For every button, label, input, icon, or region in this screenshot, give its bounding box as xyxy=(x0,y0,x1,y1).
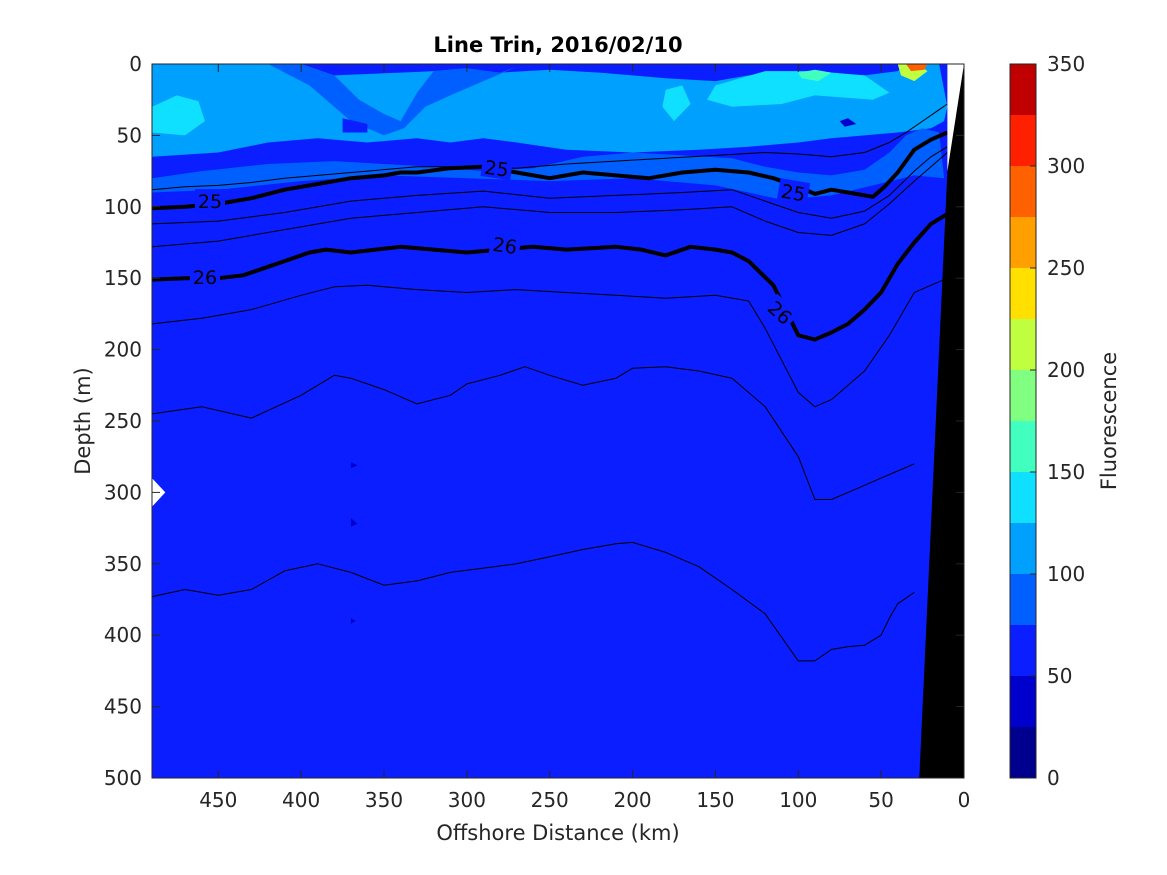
x-tick-label: 150 xyxy=(696,788,734,812)
colorbar-tick-label: 250 xyxy=(1047,256,1085,280)
x-axis-label: Offshore Distance (km) xyxy=(436,821,679,845)
contour-fill-patch xyxy=(707,71,890,107)
contour-fill-patch xyxy=(350,462,358,469)
y-tick-label: 300 xyxy=(104,480,142,504)
contour-label-group: 26 xyxy=(190,264,220,289)
isopycnal-line xyxy=(152,103,948,191)
contour-label: 25 xyxy=(198,191,222,213)
bathymetry-shelf xyxy=(919,64,964,778)
contour-label-group: 25 xyxy=(480,154,514,182)
colorbar-segment xyxy=(1010,268,1036,319)
isopycnal-line xyxy=(152,146,948,225)
colorbar-segment xyxy=(1010,370,1036,421)
y-tick-label: 500 xyxy=(104,766,142,790)
colorbar-segment xyxy=(1010,64,1036,115)
x-tick-label: 350 xyxy=(365,788,403,812)
colorbar: 0 50 100 150 200 250 300 350 xyxy=(1009,52,1085,790)
colorbar-tick-label: 50 xyxy=(1047,664,1072,688)
x-tick-label: 100 xyxy=(779,788,817,812)
isopycnal-line xyxy=(152,366,915,500)
contour-label-gap xyxy=(190,264,220,287)
x-tick-label: 300 xyxy=(448,788,486,812)
contour-fill-patch xyxy=(152,95,205,136)
colorbar-segment xyxy=(1010,676,1036,727)
colorbar-tick-label: 300 xyxy=(1047,154,1085,178)
colorbar-segment xyxy=(1010,166,1036,217)
isopycnal-line xyxy=(152,277,948,408)
colorbar-tick-label: 100 xyxy=(1047,562,1085,586)
contour-fill-patch xyxy=(906,64,928,72)
isopycnal-line xyxy=(152,541,915,662)
contour-label: 25 xyxy=(779,181,807,207)
contour-label: 25 xyxy=(483,157,510,182)
contour-fill-patch xyxy=(268,64,517,136)
contour-label-gap xyxy=(776,178,811,205)
contour-fill-patch xyxy=(342,118,368,133)
y-tick-label: 150 xyxy=(104,266,142,290)
colorbar-segment xyxy=(1010,574,1036,625)
contour-label: 26 xyxy=(193,267,217,289)
contour-label-group: 26 xyxy=(488,231,522,259)
y-tick-label: 450 xyxy=(104,695,142,719)
contour-fill-patch xyxy=(152,128,945,200)
colorbar-segment xyxy=(1010,319,1036,370)
contour-label-group: 25 xyxy=(776,178,811,207)
y-tick-label: 200 xyxy=(104,338,142,362)
colorbar-segment xyxy=(1010,523,1036,574)
contour-fill-patch xyxy=(839,118,857,127)
isopycnal-line-bold xyxy=(152,212,949,342)
x-tick-label: 450 xyxy=(199,788,237,812)
contour-label-group: 25 xyxy=(195,189,225,213)
y-tick-label: 100 xyxy=(104,195,142,219)
colorbar-tick-label: 150 xyxy=(1047,460,1085,484)
x-tick-label: 0 xyxy=(958,788,971,812)
y-tick-label: 250 xyxy=(104,409,142,433)
colorbar-frame xyxy=(1009,63,1037,779)
contour-label-gap xyxy=(762,293,800,330)
colorbar-segment xyxy=(1010,115,1036,166)
isopycnal-line-bold xyxy=(152,130,949,211)
x-tick-label: 250 xyxy=(531,788,569,812)
x-axis: 450 400 350 300 250 200 150 100 50 0 xyxy=(199,64,970,812)
contour-fill-patch xyxy=(350,518,358,527)
colorbar-segment xyxy=(1010,217,1036,268)
colorbar-tick-label: 200 xyxy=(1047,358,1085,382)
contour-fill-patch xyxy=(350,618,356,624)
colorbar-segment xyxy=(1010,625,1036,676)
y-tick-label: 0 xyxy=(129,52,142,76)
contour-fill-patch xyxy=(798,69,832,82)
x-tick-label: 200 xyxy=(613,788,651,812)
x-tick-label: 400 xyxy=(282,788,320,812)
isopycnal-line xyxy=(152,152,948,248)
chart-title: Line Trin, 2016/02/10 xyxy=(433,33,682,57)
colorbar-label: Fluorescence xyxy=(1097,352,1121,490)
contour-label-gap xyxy=(195,189,225,212)
x-tick-label: 50 xyxy=(868,788,893,812)
contour-label-gap xyxy=(480,154,514,181)
colorbar-tick-label: 350 xyxy=(1047,52,1085,76)
y-tick-label: 50 xyxy=(117,123,142,147)
y-axis-label: Depth (m) xyxy=(71,367,95,474)
contour-label-gap xyxy=(488,231,522,258)
y-tick-label: 400 xyxy=(104,623,142,647)
colorbar-segment xyxy=(1010,472,1036,523)
contour-label: 26 xyxy=(491,234,518,259)
colorbar-segment xyxy=(1010,727,1036,778)
contour-fill-patch xyxy=(662,85,691,122)
colorbar-segment xyxy=(1010,421,1036,472)
y-axis: 0 50 100 150 200 250 300 350 400 450 500 xyxy=(104,52,964,790)
colorbar-tick-label: 0 xyxy=(1047,766,1060,790)
y-tick-label: 350 xyxy=(104,552,142,576)
